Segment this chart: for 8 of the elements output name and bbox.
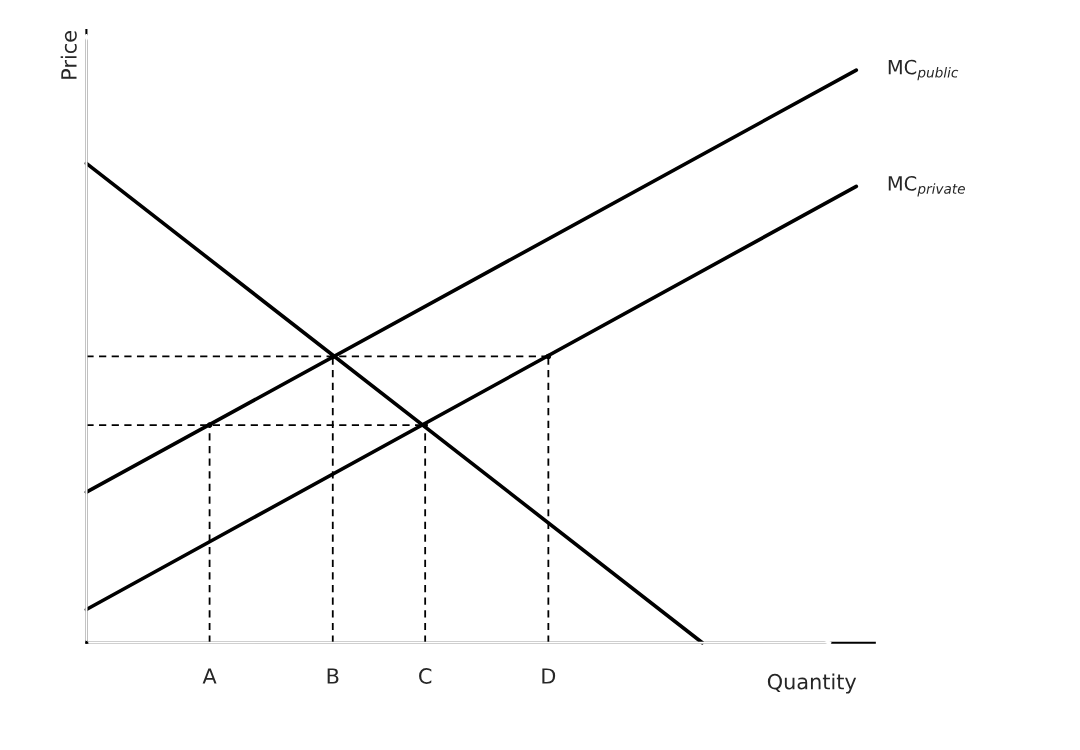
x-tick-label: A — [202, 668, 217, 684]
y-axis-title: Price — [60, 31, 77, 79]
x-axis-title: Quantity — [767, 673, 857, 694]
x-tick-label: C — [419, 668, 432, 684]
x-tick-label: B — [327, 668, 339, 684]
x-tick-label: D — [542, 668, 556, 684]
series-label: MC$_{public}$ — [888, 59, 959, 81]
series-label: MC$_{private}$ — [888, 176, 965, 197]
